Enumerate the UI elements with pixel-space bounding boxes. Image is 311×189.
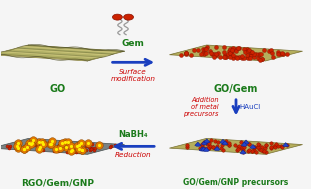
Polygon shape xyxy=(202,141,207,145)
Polygon shape xyxy=(204,139,210,143)
Polygon shape xyxy=(21,46,119,53)
Polygon shape xyxy=(10,49,108,56)
Polygon shape xyxy=(4,51,102,58)
Polygon shape xyxy=(195,142,201,146)
Text: Gem: Gem xyxy=(122,39,145,48)
Text: Reduction: Reduction xyxy=(115,152,151,158)
Polygon shape xyxy=(240,150,246,154)
Polygon shape xyxy=(169,45,303,61)
Text: Addition
of metal
precursors: Addition of metal precursors xyxy=(183,97,219,117)
Text: GO: GO xyxy=(50,84,66,94)
Polygon shape xyxy=(12,49,110,56)
Text: HAuCl: HAuCl xyxy=(240,104,261,110)
Polygon shape xyxy=(14,48,112,55)
Polygon shape xyxy=(243,140,249,144)
Polygon shape xyxy=(0,53,93,60)
Polygon shape xyxy=(6,50,104,57)
Polygon shape xyxy=(201,147,207,151)
Polygon shape xyxy=(214,146,220,151)
Polygon shape xyxy=(0,54,89,61)
Polygon shape xyxy=(2,51,100,58)
Text: Surface
modification: Surface modification xyxy=(111,69,156,82)
Polygon shape xyxy=(203,147,209,151)
Circle shape xyxy=(113,14,122,20)
Polygon shape xyxy=(8,50,106,57)
Polygon shape xyxy=(0,53,95,60)
Polygon shape xyxy=(19,47,117,54)
Polygon shape xyxy=(169,138,303,154)
Polygon shape xyxy=(25,46,123,52)
Polygon shape xyxy=(17,47,115,54)
Text: GO/Gem: GO/Gem xyxy=(214,84,258,94)
Circle shape xyxy=(123,14,133,20)
Polygon shape xyxy=(1,52,99,59)
Polygon shape xyxy=(250,144,256,149)
Polygon shape xyxy=(0,45,124,61)
Text: NaBH₄: NaBH₄ xyxy=(118,130,148,139)
Polygon shape xyxy=(220,139,226,143)
Polygon shape xyxy=(16,48,114,55)
Polygon shape xyxy=(222,141,228,145)
Polygon shape xyxy=(199,147,205,151)
Polygon shape xyxy=(283,143,289,147)
Text: GO/Gem/GNP precursors: GO/Gem/GNP precursors xyxy=(183,178,289,187)
Polygon shape xyxy=(241,142,247,146)
Polygon shape xyxy=(0,138,124,154)
Polygon shape xyxy=(27,45,124,52)
Polygon shape xyxy=(0,52,97,59)
Polygon shape xyxy=(0,54,91,60)
Polygon shape xyxy=(23,46,121,53)
Text: RGO/Gem/GNP: RGO/Gem/GNP xyxy=(21,178,95,187)
